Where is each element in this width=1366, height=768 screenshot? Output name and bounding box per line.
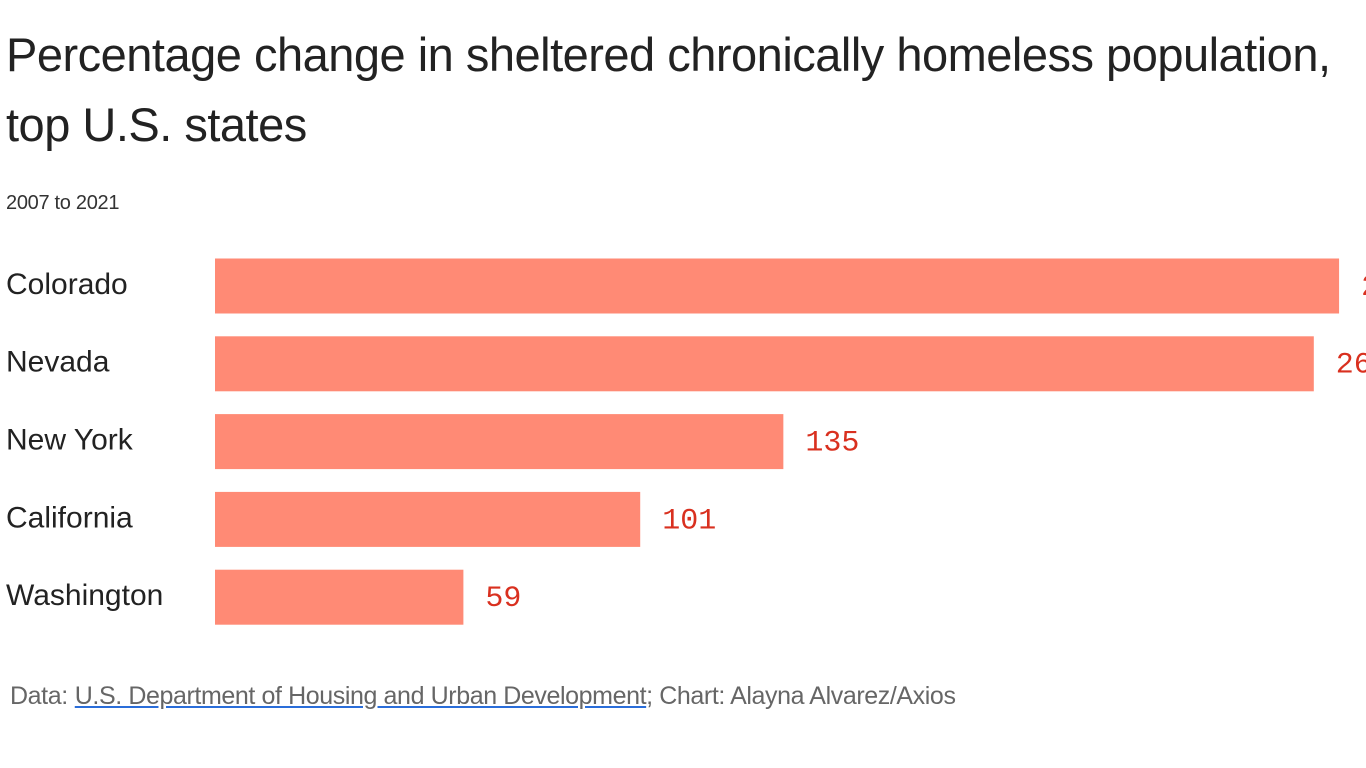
category-label: Colorado [6, 268, 128, 301]
value-label: 101 [662, 504, 716, 538]
category-label: California [6, 501, 133, 534]
bar [215, 414, 784, 470]
category-label: Washington [6, 579, 163, 612]
value-label: 261 [1336, 349, 1366, 383]
bar [215, 258, 1340, 314]
value-label: 267 [1361, 271, 1366, 305]
source-prefix: Data: [10, 682, 68, 710]
bar [215, 336, 1314, 392]
value-label: 135 [805, 427, 859, 461]
category-label: New York [6, 424, 134, 457]
source-note: Data: U.S. Department of Housing and Urba… [10, 682, 956, 711]
chart-subtitle: 2007 to 2021 [6, 192, 120, 214]
category-label: Nevada [6, 346, 110, 379]
source-suffix: ; Chart: Alayna Alvarez/Axios [646, 682, 956, 710]
source-link[interactable]: U.S. Department of Housing and Urban Dev… [74, 682, 647, 710]
chart: Colorado 267 Nevada 261 New York 135 Californi… [6, 258, 1366, 625]
bar [215, 569, 464, 625]
value-label: 59 [485, 582, 521, 616]
chart-title: Percentage change in sheltered chronical… [6, 28, 1331, 151]
bar [215, 491, 641, 547]
